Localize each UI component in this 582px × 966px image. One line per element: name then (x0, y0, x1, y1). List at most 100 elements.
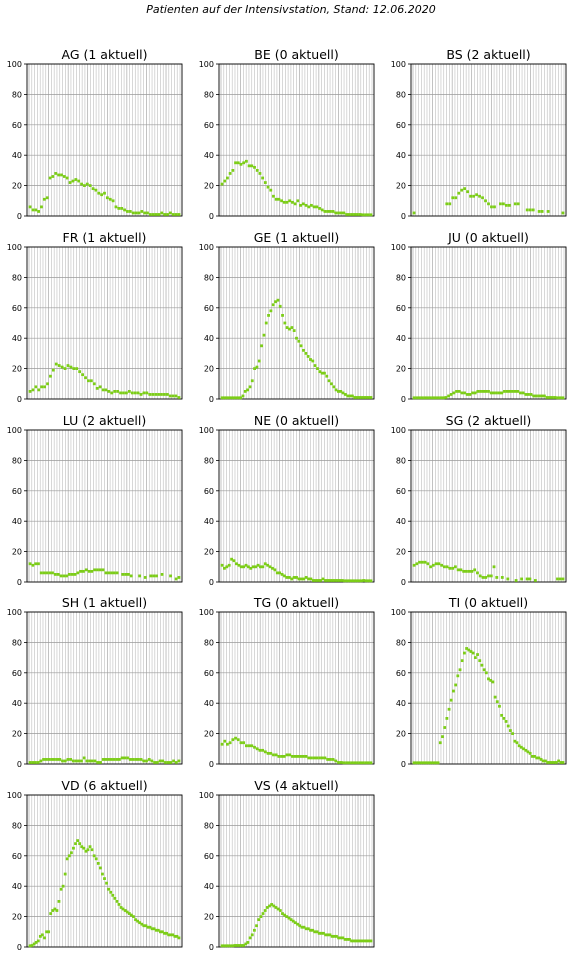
data-point (285, 753, 289, 757)
data-point (550, 396, 554, 399)
data-point (258, 748, 262, 752)
data-point (492, 565, 496, 569)
data-point (323, 579, 327, 582)
y-tick-label: 0 (401, 395, 406, 404)
data-point (274, 300, 277, 304)
subplot-9: SH (1 aktuell) 0 20 40 60 80 100 (7, 595, 183, 769)
data-point (348, 938, 351, 941)
y-tick-label: 20 (12, 548, 22, 557)
y-tick-label: 100 (7, 426, 22, 435)
data-point (423, 560, 427, 564)
data-point (281, 912, 284, 915)
data-point (157, 393, 160, 396)
axes-frame (410, 611, 567, 765)
data-point (113, 390, 117, 393)
data-point (475, 193, 478, 197)
data-point (275, 571, 279, 575)
data-point (57, 173, 61, 177)
data-point (85, 759, 89, 763)
data-point (263, 750, 267, 754)
data-point (155, 574, 158, 578)
data-point (61, 884, 65, 888)
data-point (302, 577, 306, 581)
data-point (320, 756, 324, 760)
data-point (497, 391, 501, 395)
y-tick-label: 20 (396, 365, 406, 374)
data-point (96, 761, 100, 764)
data-point (129, 574, 133, 578)
data-point (529, 393, 533, 396)
data-point (126, 756, 129, 760)
data-point (295, 336, 298, 340)
data-point (326, 210, 330, 213)
data-point (506, 577, 510, 581)
data-point (480, 663, 484, 667)
data-point (163, 931, 166, 935)
data-point (522, 747, 525, 751)
data-point (524, 748, 528, 752)
data-point (243, 390, 247, 393)
data-point (534, 394, 538, 398)
data-point (459, 568, 463, 572)
data-point (74, 759, 78, 763)
data-point (74, 178, 78, 181)
data-point (294, 921, 297, 925)
data-point (263, 181, 267, 184)
subplot-title: VS (4 aktuell) (254, 778, 339, 793)
data-point (229, 396, 233, 400)
data-point (476, 390, 480, 393)
y-tick-label: 80 (12, 821, 22, 830)
data-point (330, 934, 334, 938)
axes-frame (410, 246, 567, 400)
data-point (34, 941, 38, 944)
data-point (306, 927, 310, 931)
data-point (73, 573, 77, 576)
subplot-8: SG (2 aktuell) 0 20 40 60 80 100 (391, 413, 567, 587)
data-point (367, 939, 371, 943)
data-point (310, 756, 313, 760)
data-point (242, 161, 246, 165)
data-point (521, 391, 525, 395)
data-point (334, 211, 338, 215)
data-point (67, 854, 71, 858)
data-point (561, 211, 565, 215)
data-point (339, 936, 343, 940)
data-point (537, 210, 541, 213)
data-point (426, 562, 430, 566)
data-point (502, 202, 505, 206)
data-point (499, 202, 502, 206)
data-point (436, 761, 440, 765)
data-point (136, 758, 140, 761)
data-point (42, 571, 46, 575)
data-point (222, 944, 226, 948)
data-point (154, 213, 158, 216)
data-point (511, 732, 515, 735)
data-point (342, 761, 346, 765)
data-point (55, 909, 59, 912)
data-point (331, 210, 335, 213)
subplot-title: TI (0 aktuell) (448, 595, 528, 610)
data-point (56, 573, 60, 576)
data-point (361, 213, 365, 217)
data-point (456, 674, 460, 678)
data-point (244, 942, 248, 946)
data-point (136, 391, 140, 395)
y-tick-label: 100 (391, 426, 406, 435)
data-point (345, 938, 349, 941)
figure-title: Patienten auf der Intensivstation, Stand… (146, 3, 436, 16)
data-point (104, 571, 108, 575)
data-point (354, 939, 358, 943)
data-point (470, 569, 474, 573)
data-point (462, 651, 466, 655)
data-point (223, 179, 227, 183)
data-point (358, 213, 362, 216)
data-point (314, 579, 318, 582)
data-point (525, 577, 529, 581)
data-point (347, 579, 351, 583)
data-point (98, 385, 102, 389)
data-point (250, 933, 254, 937)
data-point (118, 758, 121, 761)
data-point (481, 196, 484, 200)
data-point (107, 390, 111, 393)
data-point (165, 393, 169, 396)
